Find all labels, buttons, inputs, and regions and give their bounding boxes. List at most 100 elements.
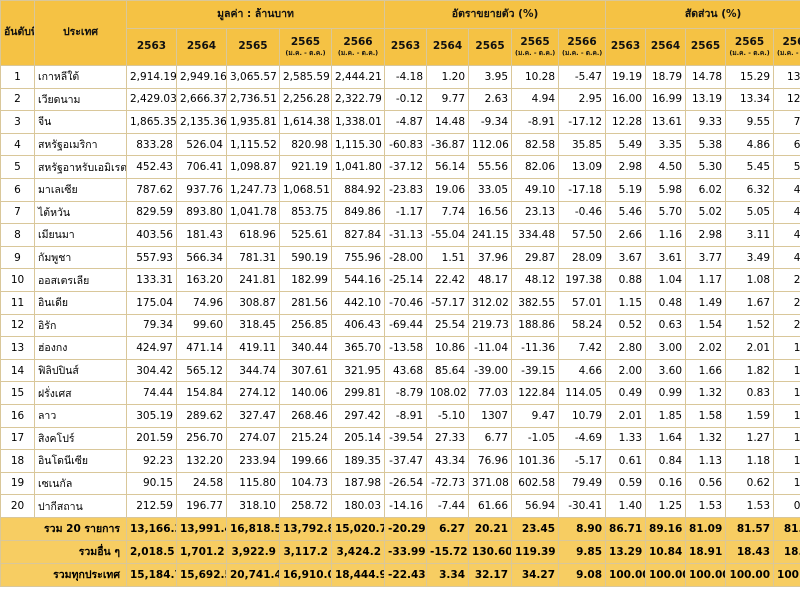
values-cell: 92.23 xyxy=(126,449,177,473)
year-label: 2564 xyxy=(650,40,681,53)
growth-cell: 23.13 xyxy=(511,200,560,225)
growth-cell: 22.42 xyxy=(426,268,470,292)
growth-group-header: อัตราขยายตัว (%) xyxy=(384,0,607,29)
total-growth-cell: 23.45 xyxy=(511,516,560,541)
share-cell: 1.32 xyxy=(685,426,727,451)
year-period-label: (ม.ค. - ต.ค.) xyxy=(729,49,770,58)
share-cell: 19.19 xyxy=(605,65,647,89)
year-header-row: 2563 2564 2565 2565 (ม.ค. - ต.ค.) 2566 (ม.ค. -… xyxy=(1,28,800,66)
growth-cell: -39.15 xyxy=(511,358,560,383)
values-cell: 74.44 xyxy=(126,381,177,405)
total-values-cell: 13,792.8 xyxy=(279,516,332,541)
year-period-label: (ม.ค. - ต.ค.) xyxy=(777,49,800,58)
year-label: 2566 xyxy=(567,36,597,49)
values-cell: 304.42 xyxy=(126,358,177,383)
values-cell: 99.60 xyxy=(176,313,227,338)
growth-cell: 56.14 xyxy=(426,155,470,179)
share-cell: 0.49 xyxy=(605,381,647,405)
share-cell: 0.62 xyxy=(725,471,775,496)
values-cell: 189.35 xyxy=(330,449,386,473)
growth-cell: -5.10 xyxy=(426,403,470,428)
values-cell: 115.80 xyxy=(226,471,280,496)
values-cell: 1,935.81 xyxy=(226,110,280,134)
values-cell: 2,585.59 xyxy=(279,65,332,89)
year-label: 2565 xyxy=(734,36,765,49)
growth-cell: 1.20 xyxy=(426,65,470,89)
table-row: 9 กัมพูชา 557.93 566.34 781.31 590.19 755.96 -2… xyxy=(0,245,800,270)
table-row: 20 ปากีสถาน 212.59 196.77 318.10 258.72 180.03… xyxy=(0,494,800,518)
values-cell: 318.10 xyxy=(226,494,280,518)
total-share-cell: 10.84 xyxy=(645,539,687,564)
values-cell: 256.85 xyxy=(279,313,332,338)
values-cell: 258.72 xyxy=(279,494,332,518)
growth-cell: 602.58 xyxy=(511,471,560,496)
growth-cell: 1307 xyxy=(468,403,513,428)
share-cell: 16.00 xyxy=(605,87,647,112)
total-growth-cell: -33.99 xyxy=(384,539,428,564)
share-cell: 5.49 xyxy=(605,132,647,157)
share-cell: 1.18 xyxy=(725,449,775,473)
share-cell: 2.00 xyxy=(605,358,647,383)
country-cell: อินโดนีเซีย xyxy=(34,449,127,473)
share-cell: 2.40 xyxy=(773,290,800,315)
values-cell: 2,322.79 xyxy=(330,87,386,112)
growth-cell: 55.56 xyxy=(468,155,513,179)
country-cell: ฟิลิปปินส์ xyxy=(34,358,127,383)
growth-cell: 56.94 xyxy=(511,494,560,518)
share-cell: 16.99 xyxy=(645,87,687,112)
rank-cell: 4 xyxy=(0,132,35,157)
values-cell: 853.75 xyxy=(279,200,332,225)
share-cell: 3.61 xyxy=(645,245,687,270)
share-cell: 2.80 xyxy=(605,336,647,360)
total-growth-cell: 9.08 xyxy=(558,562,607,587)
growth-cell: -8.91 xyxy=(511,110,560,134)
values-cell: 1,068.51 xyxy=(279,177,332,202)
growth-cell: 35.85 xyxy=(558,132,607,157)
share-cell: 13.25 xyxy=(773,65,800,89)
values-cell: 1,614.38 xyxy=(279,110,332,134)
share-cell: 9.55 xyxy=(725,110,775,134)
share-cell: 1.16 xyxy=(645,223,687,247)
growth-cell: 14.48 xyxy=(426,110,470,134)
growth-cell: 61.66 xyxy=(468,494,513,518)
year-label: 2564 xyxy=(186,40,217,53)
growth-year-header: 2566 (ม.ค. - ต.ค.) xyxy=(558,28,607,66)
values-cell: 921.19 xyxy=(279,155,332,179)
rank-cell: 12 xyxy=(0,313,35,338)
rank-cell: 1 xyxy=(0,65,35,89)
growth-cell: 7.74 xyxy=(426,200,470,225)
values-cell: 403.56 xyxy=(126,223,177,247)
share-cell: 4.49 xyxy=(773,223,800,247)
values-cell: 833.28 xyxy=(126,132,177,157)
total-share-cell: 81.57 xyxy=(725,516,775,541)
growth-cell: -4.87 xyxy=(384,110,428,134)
year-label: 2566 xyxy=(343,36,373,49)
growth-year-header: 2564 xyxy=(426,28,470,66)
year-label: 2565 xyxy=(238,40,268,53)
growth-cell: 10.79 xyxy=(558,403,607,428)
share-year-header: 2563 xyxy=(605,28,647,66)
total-growth-cell: 119.39 xyxy=(511,539,560,564)
share-cell: 0.84 xyxy=(645,449,687,473)
share-cell: 0.88 xyxy=(605,268,647,292)
rank-cell: 10 xyxy=(0,268,35,292)
growth-cell: -36.87 xyxy=(426,132,470,157)
growth-cell: 76.96 xyxy=(468,449,513,473)
values-cell: 755.96 xyxy=(330,245,386,270)
growth-cell: -60.83 xyxy=(384,132,428,157)
values-cell: 365.70 xyxy=(330,336,386,360)
growth-cell: 108.02 xyxy=(426,381,470,405)
share-cell: 3.60 xyxy=(645,358,687,383)
rank-cell: 2 xyxy=(0,87,35,112)
share-cell: 5.65 xyxy=(773,155,800,179)
growth-cell: -4.69 xyxy=(558,426,607,451)
growth-cell: 197.38 xyxy=(558,268,607,292)
growth-cell: 16.56 xyxy=(468,200,513,225)
rank-cell: 18 xyxy=(0,449,35,473)
country-cell: เวียดนาม xyxy=(34,87,127,112)
growth-cell: 114.05 xyxy=(558,381,607,405)
share-cell: 1.40 xyxy=(605,494,647,518)
total-share-cell: 18.56 xyxy=(773,539,800,564)
rank-cell: 8 xyxy=(0,223,35,247)
share-cell: 1.53 xyxy=(685,494,727,518)
